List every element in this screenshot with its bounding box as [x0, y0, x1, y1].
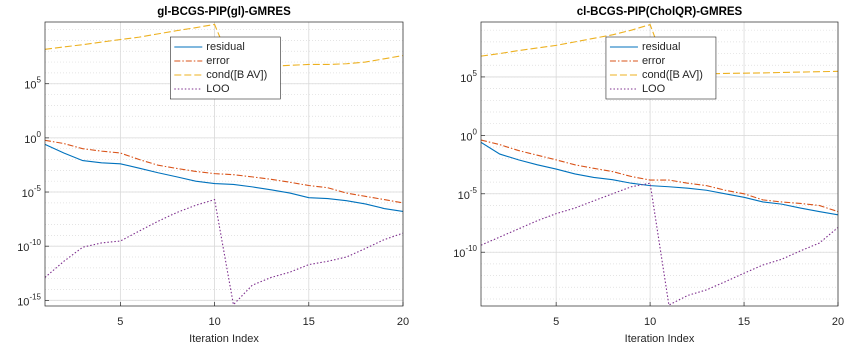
y-tick-label: 10-5: [22, 184, 42, 200]
y-tick-label: 10-5: [458, 186, 478, 202]
x-tick-label: 15: [738, 316, 750, 328]
chart-title: gl-BCGS-PIP(gl)-GMRES: [157, 6, 291, 18]
series-line: [481, 139, 838, 213]
legend-label: LOO: [642, 83, 666, 95]
x-axis-label: Iteration Index: [189, 333, 259, 345]
legend-label: cond([B AV]): [642, 69, 703, 81]
legend-label: residual: [206, 41, 245, 53]
x-tick-label: 5: [553, 316, 559, 328]
axes-box: [480, 21, 839, 307]
x-axis-label: Iteration Index: [625, 333, 695, 345]
chart-title: cl-BCGS-PIP(CholQR)-GMRES: [577, 6, 743, 18]
y-tick-label: 105: [24, 76, 41, 92]
y-tick-label: 100: [460, 127, 477, 143]
y-tick-label: 10-10: [453, 244, 477, 260]
x-tick-label: 5: [117, 316, 123, 328]
series-line: [481, 141, 838, 216]
x-tick-label: 10: [644, 316, 656, 328]
plot-area: [481, 23, 838, 306]
x-tick-label: 20: [832, 316, 844, 328]
series-line: [481, 23, 838, 76]
legend-label: LOO: [206, 83, 230, 95]
y-tick-label: 105: [460, 69, 477, 85]
legend-label: cond([B AV]): [206, 69, 267, 81]
legend-label: residual: [642, 41, 681, 53]
x-tick-label: 20: [397, 316, 409, 328]
series-line: [45, 139, 403, 204]
series-line: [45, 143, 403, 213]
y-tick-label: 10-10: [17, 238, 41, 254]
legend-label: error: [642, 55, 666, 67]
series-line: [45, 198, 403, 306]
series-line: [481, 182, 838, 306]
x-tick-label: 15: [303, 316, 315, 328]
x-tick-label: 10: [208, 316, 220, 328]
y-tick-label: 100: [24, 130, 41, 146]
y-tick-label: 10-15: [17, 292, 41, 308]
legend-label: error: [206, 55, 230, 67]
axes-box: [44, 21, 404, 307]
